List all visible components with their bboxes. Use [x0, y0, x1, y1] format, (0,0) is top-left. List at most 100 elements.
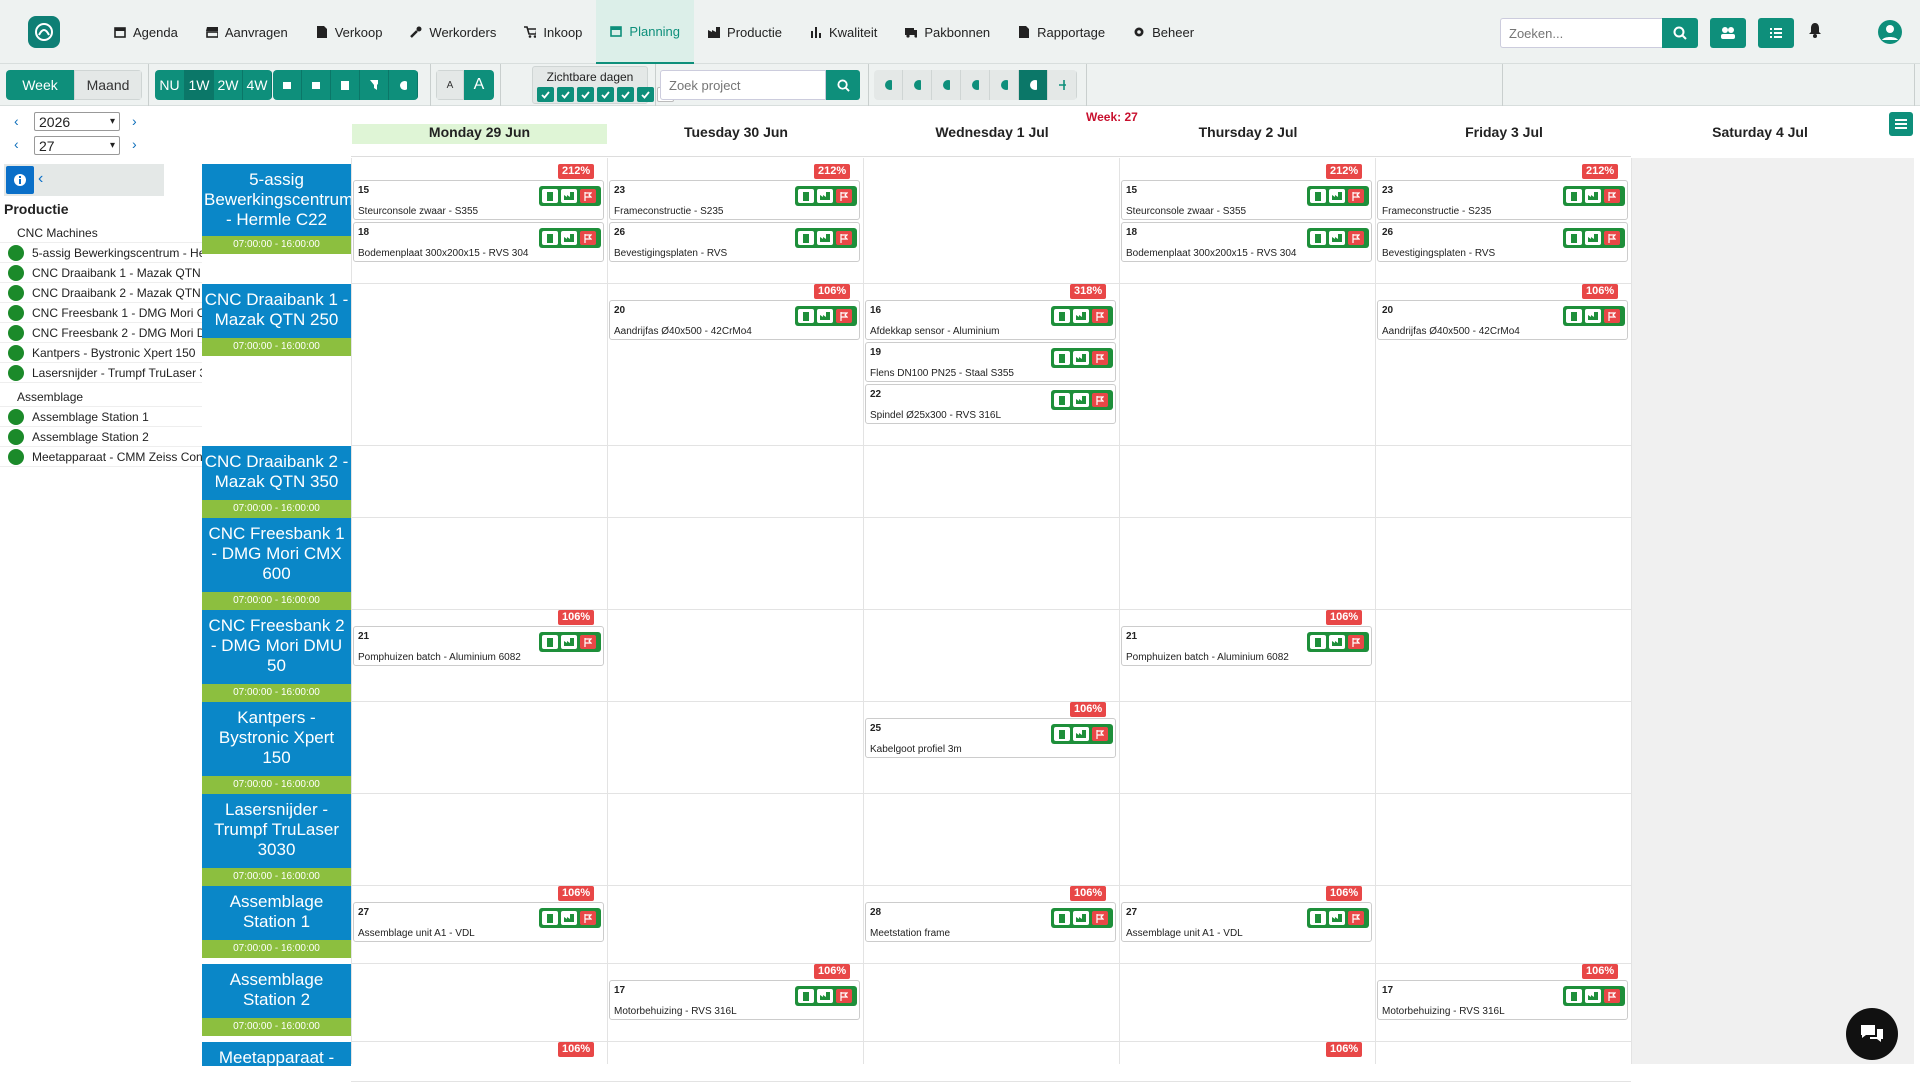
prev-week-arrow[interactable]: ‹	[14, 136, 19, 152]
workorder-card[interactable]: 21 Pomphuizen batch - Aluminium 6082	[1121, 626, 1372, 666]
visible-day-checkbox-5[interactable]	[617, 87, 634, 102]
week-view-button[interactable]: Week	[6, 70, 74, 100]
calendar-button[interactable]	[331, 70, 360, 100]
resource-row-header[interactable]: CNC Draaibank 2 - Mazak QTN 350 07:00:00 …	[202, 446, 351, 518]
range-button-1w[interactable]: 1W	[185, 70, 214, 100]
factory-icon[interactable]	[1329, 231, 1345, 245]
document-icon[interactable]	[1054, 727, 1070, 741]
document-icon[interactable]	[542, 231, 558, 245]
resource-item[interactable]: CNC Draaibank 1 - Mazak QTN 250	[0, 263, 202, 283]
side-menu-button[interactable]	[1889, 112, 1913, 136]
document-icon[interactable]	[1054, 393, 1070, 407]
factory-icon[interactable]	[561, 911, 577, 925]
resource-row-header[interactable]: CNC Freesbank 2 - DMG Mori DMU 50 07:00:0…	[202, 610, 351, 702]
flag-icon[interactable]	[1092, 309, 1108, 323]
resource-item[interactable]: Assemblage Station 2	[0, 427, 202, 447]
document-icon[interactable]	[1054, 351, 1070, 365]
workorder-card[interactable]: 19 Flens DN100 PN25 - Staal S355	[865, 342, 1116, 382]
users-button[interactable]	[1710, 18, 1746, 48]
app-logo[interactable]	[28, 16, 60, 48]
flag-icon[interactable]	[580, 635, 596, 649]
flag-icon[interactable]	[836, 309, 852, 323]
factory-icon[interactable]	[817, 189, 833, 203]
flag-icon[interactable]	[580, 911, 596, 925]
workorder-card[interactable]: 18 Bodemenplaat 300x200x15 - RVS 304	[353, 222, 604, 262]
workorder-card[interactable]: 28 Meetstation frame	[865, 902, 1116, 942]
resource-row-header[interactable]: CNC Freesbank 1 - DMG Mori CMX 600 07:00:…	[202, 518, 351, 610]
document-icon[interactable]	[798, 309, 814, 323]
flag-icon[interactable]	[1348, 231, 1364, 245]
factory-icon[interactable]	[817, 309, 833, 323]
document-icon[interactable]	[1566, 989, 1582, 1003]
flag-icon[interactable]	[1604, 309, 1620, 323]
info-tab[interactable]	[6, 166, 34, 194]
resource-item[interactable]: CNC Freesbank 2 - DMG Mori DMU 50	[0, 323, 202, 343]
flag-icon[interactable]	[1092, 393, 1108, 407]
factory-icon[interactable]	[1585, 989, 1601, 1003]
tasks-button[interactable]	[1758, 18, 1794, 48]
flag-icon[interactable]	[836, 189, 852, 203]
factory-icon[interactable]	[1329, 911, 1345, 925]
resource-item[interactable]: CNC Draaibank 2 - Mazak QTN 350	[0, 283, 202, 303]
nav-item-planning[interactable]: Planning	[596, 0, 695, 64]
factory-icon[interactable]	[561, 635, 577, 649]
visible-day-checkbox-2[interactable]	[557, 87, 574, 102]
document-icon[interactable]	[1310, 635, 1326, 649]
flag-icon[interactable]	[1604, 989, 1620, 1003]
nav-item-beheer[interactable]: Beheer	[1119, 0, 1208, 64]
workorder-card[interactable]: 25 Kabelgoot profiel 3m	[865, 718, 1116, 758]
range-button-4w[interactable]: 4W	[243, 70, 272, 100]
month-view-button[interactable]: Maand	[74, 70, 142, 100]
flag-icon[interactable]	[1092, 351, 1108, 365]
flag-icon[interactable]	[1348, 635, 1364, 649]
resource-row-header[interactable]: Assemblage Station 2 07:00:00 - 16:00:00	[202, 964, 351, 1036]
workorder-card[interactable]: 17 Motorbehuizing - RVS 316L	[609, 980, 860, 1020]
document-icon[interactable]	[1054, 309, 1070, 323]
workorder-card[interactable]: 27 Assemblage unit A1 - VDL	[1121, 902, 1372, 942]
filter-button[interactable]	[360, 70, 389, 100]
font-large-button[interactable]: A	[464, 70, 494, 100]
flag-icon[interactable]	[580, 189, 596, 203]
next-year-arrow[interactable]: ›	[132, 113, 137, 129]
flag-icon[interactable]	[1604, 189, 1620, 203]
factory-icon[interactable]	[817, 989, 833, 1003]
resource-item[interactable]: 5-assig Bewerkingscentrum - Hermle C22	[0, 243, 202, 263]
filter-button-1[interactable]	[273, 70, 302, 100]
workorder-card[interactable]: 18 Bodemenplaat 300x200x15 - RVS 304	[1121, 222, 1372, 262]
document-icon[interactable]	[798, 231, 814, 245]
factory-icon[interactable]	[1329, 635, 1345, 649]
resource-row-header[interactable]: Lasersnijder - Trumpf TruLaser 3030 07:00…	[202, 794, 351, 886]
factory-icon[interactable]	[1073, 393, 1089, 407]
factory-icon[interactable]	[1073, 911, 1089, 925]
nav-item-inkoop[interactable]: Inkoop	[510, 0, 596, 64]
resource-row-header[interactable]: Assemblage Station 1 07:00:00 - 16:00:00	[202, 886, 351, 958]
document-icon[interactable]	[798, 189, 814, 203]
nav-item-werkorders[interactable]: Werkorders	[396, 0, 510, 64]
range-button-nu[interactable]: NU	[155, 70, 185, 100]
eye-button[interactable]	[990, 70, 1019, 100]
factory-icon[interactable]	[1073, 309, 1089, 323]
bell-icon[interactable]	[1808, 22, 1822, 43]
week-select[interactable]: 27 ▾	[34, 136, 120, 155]
workorder-card[interactable]: 16 Afdekkap sensor - Aluminium	[865, 300, 1116, 340]
document-icon[interactable]	[798, 989, 814, 1003]
nav-item-productie[interactable]: Productie	[694, 0, 796, 64]
resource-row-header[interactable]: 5-assig Bewerkingscentrum - Hermle C22 07…	[202, 164, 351, 254]
nav-item-kwaliteit[interactable]: Kwaliteit	[796, 0, 891, 64]
factory-icon[interactable]	[1585, 309, 1601, 323]
year-select[interactable]: 2026 ▾	[34, 112, 120, 131]
workorder-card[interactable]: 17 Motorbehuizing - RVS 316L	[1377, 980, 1628, 1020]
document-icon[interactable]	[1310, 231, 1326, 245]
resource-item[interactable]: Lasersnijder - Trumpf TruLaser 3030	[0, 363, 202, 383]
user-avatar[interactable]	[1878, 20, 1902, 44]
global-search-input[interactable]	[1500, 18, 1662, 48]
hand-button[interactable]	[389, 70, 418, 100]
map-button[interactable]	[903, 70, 932, 100]
workorder-card[interactable]: 20 Aandrijfas Ø40x500 - 42CrMo4	[609, 300, 860, 340]
workorder-card[interactable]: 21 Pomphuizen batch - Aluminium 6082	[353, 626, 604, 666]
document-icon[interactable]	[1566, 309, 1582, 323]
flag-icon[interactable]	[1348, 189, 1364, 203]
project-search-input[interactable]	[660, 70, 826, 100]
flag-icon[interactable]	[1348, 911, 1364, 925]
workorder-card[interactable]: 26 Bevestigingsplaten - RVS	[1377, 222, 1628, 262]
